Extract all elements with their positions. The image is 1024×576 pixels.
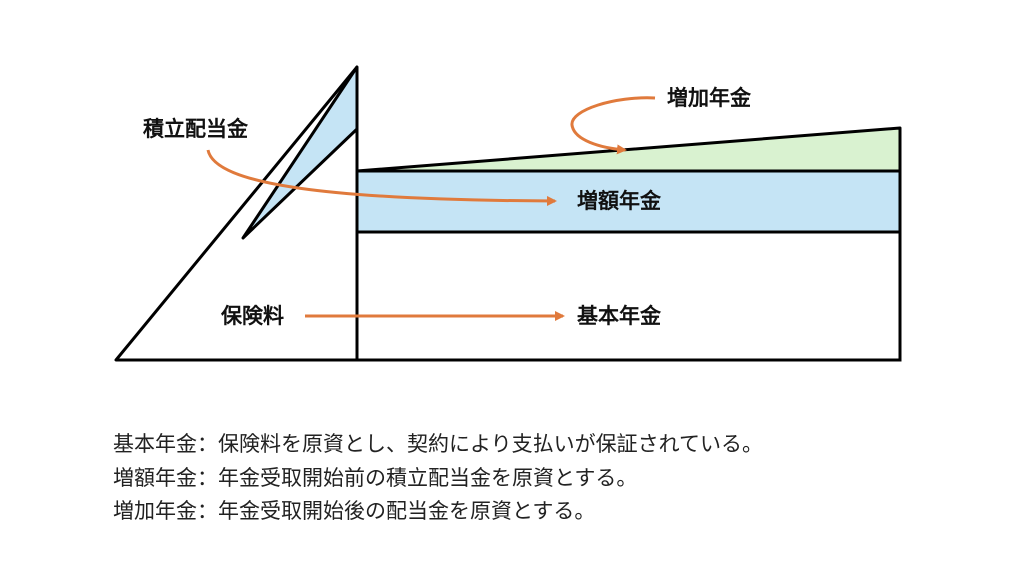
basic-pension-block: [355, 230, 902, 362]
label-basic-pension: 基本年金: [577, 304, 662, 328]
increase-arrow: [570, 96, 656, 155]
notes: 基本年金：保険料を原資とし、契約により支払いが保証されている。 増額年金：年金受…: [113, 428, 763, 529]
increase-pension-area: [355, 126, 902, 173]
note-increase-pension: 増加年金：年金受取開始後の配当金を原資とする。: [113, 499, 596, 523]
dividend-arrow: [206, 149, 557, 206]
premium-triangle: [114, 66, 900, 362]
label-accumulated-dividend: 積立配当金: [143, 117, 249, 141]
accumulated-dividend-wedge: [241, 65, 359, 240]
label-premium: 保険料: [220, 304, 284, 328]
label-increase-pension: 増加年金: [667, 86, 752, 110]
note-increment-pension: 増額年金：年金受取開始前の積立配当金を原資とする。: [113, 465, 638, 490]
label-increment-pension: 増額年金: [577, 189, 662, 213]
note-basic-pension: 基本年金：保険料を原資とし、契約により支払いが保証されている。: [113, 432, 763, 456]
increment-pension-band: [355, 169, 902, 234]
